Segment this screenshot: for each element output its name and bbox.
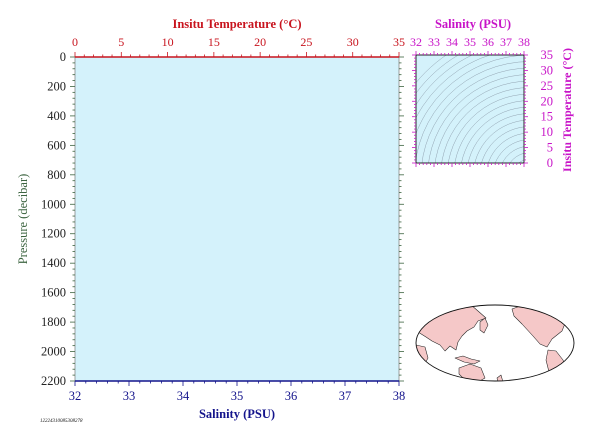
map-land-japan (479, 317, 489, 334)
world-map-panel (415, 304, 575, 392)
temperature-tick-label: 10 (162, 35, 174, 49)
ts-salinity-tick-label: 33 (428, 35, 440, 49)
ts-salinity-tick-label: 35 (464, 35, 476, 49)
ts-salinity-tick-label: 37 (500, 35, 512, 49)
ts-temperature-tick-label: 20 (541, 94, 554, 108)
salinity-tick-label: 36 (285, 389, 298, 403)
pressure-tick-label: 1600 (41, 286, 66, 300)
profile-plot-area (75, 57, 399, 381)
pressure-tick-label: 1400 (41, 256, 66, 270)
map-land-antarctica (416, 384, 575, 392)
ts-salinity-axis-title: Salinity (PSU) (435, 17, 511, 31)
salinity-tick-label: 33 (123, 389, 136, 403)
temperature-tick-label: 30 (347, 35, 359, 49)
pressure-tick-label: 1200 (41, 227, 66, 241)
ts-temperature-tick-label: 25 (541, 79, 554, 93)
ts-temperature-tick-label: 35 (541, 48, 554, 62)
pressure-tick-label: 600 (47, 138, 66, 152)
ts-salinity-tick-label: 38 (518, 35, 530, 49)
profile-panel: 0 5 10 15 20 25 30 35 Insitu Temperature (°C) 32 3… (16, 17, 405, 421)
salinity-tick-label: 32 (69, 389, 82, 403)
map-land-australia (458, 363, 486, 381)
map-land-greenland (559, 305, 572, 311)
pressure-tick-label: 800 (47, 168, 66, 182)
ts-temperature-tick-label: 10 (541, 125, 554, 139)
map-border (415, 304, 575, 382)
temperature-tick-label: 35 (393, 35, 405, 49)
ts-salinity-tick-label: 36 (482, 35, 494, 49)
ts-temperature-tick-label: 5 (547, 141, 553, 155)
temperature-tick-label: 15 (208, 35, 220, 49)
pressure-tick-label: 1800 (41, 315, 66, 329)
ts-temperature-axis-title: Insitu Temperature (°C) (560, 48, 574, 172)
pressure-axis-title: Pressure (decibar) (16, 174, 30, 265)
ts-salinity-tick-label: 32 (410, 35, 422, 49)
ts-salinity-tick-label: 34 (446, 35, 458, 49)
station-id-label: 12224310085308278 (40, 419, 83, 424)
temperature-tick-label: 5 (118, 35, 124, 49)
pressure-tick-label: 1000 (41, 197, 66, 211)
salinity-tick-label: 35 (231, 389, 244, 403)
density-contour-line (518, 159, 524, 163)
ts-temperature-tick-label: 0 (547, 156, 553, 170)
temperature-tick-label: 20 (254, 35, 266, 49)
ts-temperature-tick-label: 30 (541, 63, 554, 77)
ts-temperature-tick-label: 15 (541, 110, 554, 124)
pressure-tick-label: 400 (47, 109, 66, 123)
temperature-tick-label: 0 (72, 35, 78, 49)
salinity-tick-label: 38 (393, 389, 406, 403)
pressure-tick-label: 2000 (41, 345, 66, 359)
temperature-axis-title: Insitu Temperature (°C) (172, 17, 301, 31)
temperature-tick-label: 25 (300, 35, 312, 49)
salinity-axis-title: Salinity (PSU) (199, 407, 275, 421)
pressure-tick-label: 0 (60, 50, 66, 64)
salinity-tick-label: 34 (177, 389, 190, 403)
pressure-tick-label: 200 (47, 79, 66, 93)
pressure-tick-label: 2200 (41, 374, 66, 388)
map-land-indonesia (454, 355, 481, 365)
salinity-tick-label: 37 (339, 389, 352, 403)
